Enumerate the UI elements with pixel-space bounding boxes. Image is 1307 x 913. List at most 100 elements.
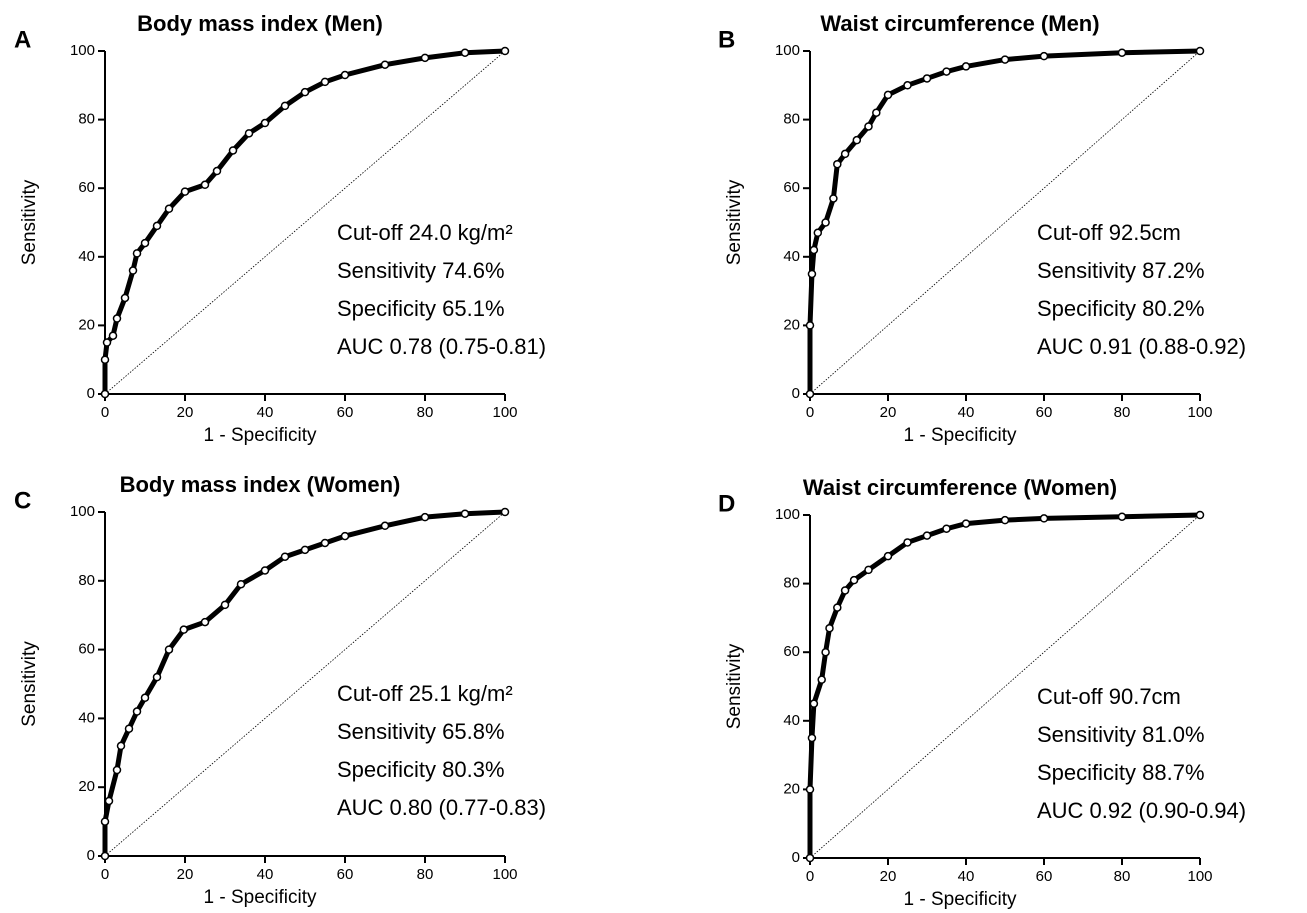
annotation: AUC 0.78 (0.75-0.81)	[337, 334, 546, 359]
roc-point	[883, 90, 893, 100]
x-tick-label: 0	[806, 404, 814, 421]
roc-point	[128, 266, 138, 275]
annotation: Cut-off 90.7cm	[1037, 684, 1181, 709]
chart-title: Waist circumference (Women)	[803, 475, 1117, 500]
x-tick-label: 0	[101, 866, 109, 883]
roc-point	[809, 245, 819, 255]
roc-point	[100, 817, 110, 826]
y-tick-label: 20	[783, 316, 800, 333]
roc-point	[833, 603, 842, 612]
y-tick-label: 60	[78, 641, 95, 658]
roc-point	[320, 538, 330, 548]
x-tick-label: 100	[492, 404, 517, 421]
y-tick-label: 0	[87, 847, 95, 864]
y-tick-label: 80	[783, 575, 800, 592]
annotation: Sensitivity 87.2%	[1037, 258, 1205, 283]
y-tick-label: 100	[70, 503, 95, 520]
roc-point	[813, 228, 823, 238]
roc-point	[132, 707, 142, 716]
annotation: Cut-off 92.5cm	[1037, 220, 1181, 245]
roc-point	[805, 321, 815, 330]
y-axis-label: Sensitivity	[19, 641, 40, 727]
roc-point	[280, 101, 290, 111]
y-tick-label: 40	[78, 709, 95, 726]
x-tick-label: 100	[492, 866, 517, 883]
y-tick-label: 100	[775, 506, 800, 523]
roc-point	[500, 46, 510, 56]
y-tick-label: 80	[783, 111, 800, 128]
x-tick-label: 60	[337, 866, 354, 883]
chart-title: Body mass index (Women)	[120, 472, 401, 497]
roc-point	[864, 122, 873, 131]
roc-point	[809, 699, 819, 708]
reference-line	[104, 511, 506, 857]
y-tick-label: 0	[792, 385, 800, 402]
annotation: Specificity 65.1%	[337, 296, 505, 321]
x-tick-label: 40	[958, 404, 975, 421]
x-tick-label: 20	[880, 404, 897, 421]
annotation: Specificity 80.2%	[1037, 296, 1205, 321]
roc-point	[228, 146, 238, 155]
y-tick-label: 20	[78, 316, 95, 333]
roc-point	[1039, 514, 1049, 523]
roc-point	[1000, 515, 1010, 525]
x-tick-label: 60	[1036, 404, 1053, 421]
y-tick-label: 60	[783, 179, 800, 196]
y-tick-label: 40	[783, 712, 800, 729]
x-tick-label: 80	[1114, 404, 1131, 421]
x-tick-label: 0	[806, 868, 814, 885]
roc-point	[833, 159, 842, 169]
roc-point	[200, 617, 210, 627]
chart-title: Waist circumference (Men)	[820, 11, 1099, 36]
roc-point	[903, 81, 912, 90]
roc-point	[821, 647, 830, 657]
roc-point	[1039, 51, 1049, 61]
annotation: Sensitivity 81.0%	[1037, 722, 1205, 747]
annotation: AUC 0.80 (0.77-0.83)	[337, 795, 546, 820]
roc-point	[116, 741, 126, 751]
y-axis-label: Sensitivity	[724, 643, 745, 729]
annotation: AUC 0.92 (0.90-0.94)	[1037, 798, 1246, 823]
roc-point	[1195, 510, 1205, 520]
x-tick-label: 100	[1187, 868, 1212, 885]
roc-point	[300, 87, 310, 97]
x-tick-label: 80	[417, 866, 434, 883]
roc-point	[840, 149, 850, 159]
roc-point	[102, 338, 112, 347]
y-tick-label: 0	[87, 385, 95, 402]
roc-point	[807, 269, 817, 279]
roc-point	[104, 796, 114, 806]
roc-point	[244, 129, 254, 138]
roc-point	[807, 733, 817, 743]
roc-point	[500, 507, 510, 517]
roc-point	[1117, 512, 1127, 521]
y-tick-label: 80	[78, 572, 95, 589]
roc-point	[922, 74, 932, 83]
x-tick-label: 40	[257, 866, 274, 883]
y-tick-label: 60	[78, 179, 95, 196]
x-tick-label: 20	[177, 404, 194, 421]
chart-title: Body mass index (Men)	[137, 11, 383, 36]
roc-point	[805, 853, 815, 863]
roc-point	[164, 204, 174, 214]
annotation: Cut-off 25.1 kg/m²	[337, 681, 513, 706]
roc-point	[152, 221, 162, 231]
x-tick-label: 20	[880, 868, 897, 885]
y-tick-label: 40	[783, 248, 800, 265]
roc-point	[872, 108, 881, 117]
annotation: Specificity 80.3%	[337, 757, 505, 782]
roc-point	[460, 48, 470, 57]
roc-point	[100, 355, 110, 364]
x-tick-label: 60	[1036, 868, 1053, 885]
annotation: Specificity 88.7%	[1037, 760, 1205, 785]
roc-point	[132, 249, 142, 258]
roc-point	[260, 118, 270, 128]
reference-line	[809, 514, 1201, 859]
roc-point	[1195, 46, 1205, 56]
y-axis-label: Sensitivity	[724, 179, 745, 265]
roc-point	[124, 724, 134, 733]
roc-point	[805, 785, 815, 794]
roc-point	[420, 512, 430, 522]
roc-point	[1000, 55, 1010, 64]
